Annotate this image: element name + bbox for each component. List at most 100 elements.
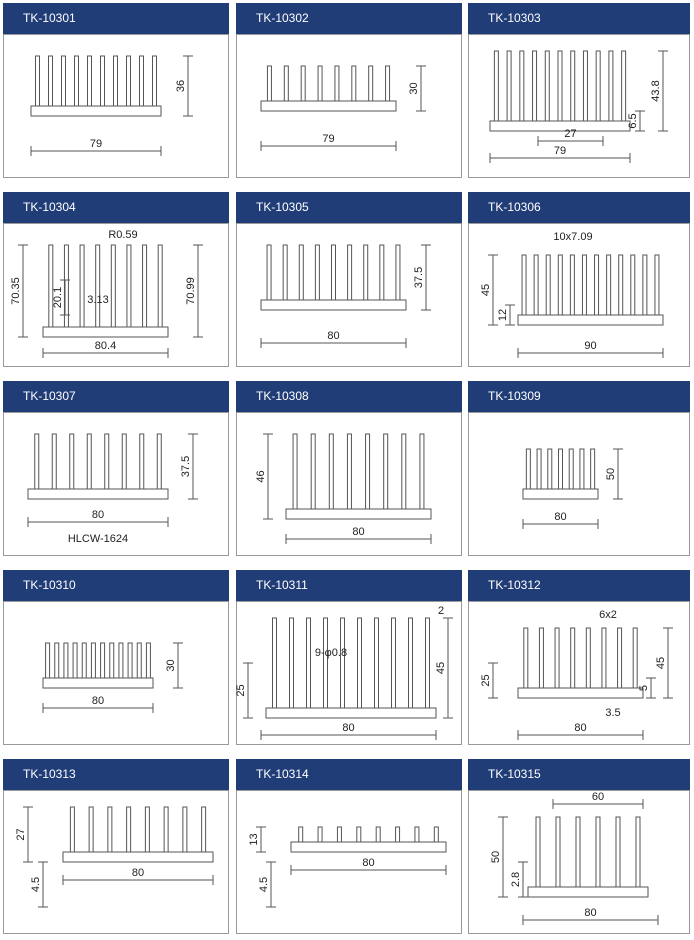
dimension-label: 30 (165, 659, 177, 671)
heatsink-fin (642, 254, 648, 316)
card-body (468, 223, 690, 367)
heatsink-fin (535, 816, 541, 888)
heatsink-fin (90, 642, 96, 679)
card-header (3, 192, 229, 223)
dimension-label: 25 (480, 674, 492, 686)
heatsink-fin (558, 448, 563, 490)
heatsink-fin (365, 433, 371, 510)
heatsink-fin (414, 826, 420, 843)
product-card: TK-10313 27 4.5 80 (3, 759, 229, 934)
heatsink-fin (100, 55, 105, 107)
heatsink-drawing (263, 433, 432, 544)
dimension-label: 60 (592, 791, 604, 803)
dimension-label: 3.13 (87, 294, 108, 306)
product-card: TK-10307 37.5 80 HLCW-1624 (3, 381, 229, 556)
dimension-label: 79 (90, 138, 102, 150)
product-code: TK-10314 (256, 767, 309, 781)
heatsink-fin (110, 244, 116, 328)
dimension-label: 80 (132, 867, 144, 879)
heatsink-fin (368, 65, 374, 102)
heatsink-fin (201, 806, 207, 853)
card-header (468, 570, 690, 601)
heatsink-fin (104, 433, 110, 490)
heatsink-fin (506, 50, 512, 122)
heatsink-fin (152, 55, 157, 107)
dimension-label: 50 (490, 851, 502, 863)
product-card: TK-10304 R0.59 70.35 20.1 3.13 70.99 80.4 (3, 192, 229, 367)
heatsink-fin (590, 448, 596, 490)
card-header (236, 381, 462, 412)
product-code: TK-10310 (23, 578, 76, 592)
heatsink-fin (121, 433, 127, 490)
heatsink-fin (606, 254, 612, 316)
heatsink-fin (375, 826, 381, 843)
heatsink-fin (544, 50, 550, 122)
heatsink-fin (363, 244, 369, 301)
card-header (468, 759, 690, 790)
product-card: TK-10308 46 80 (236, 381, 462, 556)
heatsink-fin (292, 433, 298, 510)
heatsink-drawing (27, 433, 198, 527)
heatsink-fin (139, 433, 145, 490)
product-code: TK-10309 (488, 389, 541, 403)
heatsink-fin (157, 244, 163, 328)
heatsink-fin (425, 617, 430, 709)
dimension-label: 20.1 (52, 287, 64, 308)
heatsink-fin (594, 254, 600, 316)
heatsink-fin (136, 642, 142, 679)
heatsink-fin (536, 448, 542, 490)
heatsink-drawing (260, 65, 426, 151)
card-body (468, 790, 690, 934)
product-code: TK-10302 (256, 11, 309, 25)
heatsink-fin (395, 826, 401, 843)
heatsink-fin (127, 642, 133, 679)
card-header (3, 381, 229, 412)
heatsink-fin (300, 65, 306, 102)
heatsink-base (265, 707, 437, 719)
card-body (3, 412, 229, 556)
heatsink-base (527, 886, 649, 898)
dimension-label: 27 (15, 828, 27, 840)
heatsink-fin (617, 627, 623, 689)
heatsink-fin (340, 617, 345, 709)
dimension-label: 37.5 (413, 267, 425, 288)
dimension-label: 3.5 (605, 707, 620, 719)
heatsink-drawing (488, 254, 664, 358)
heatsink-fin (374, 617, 379, 709)
heatsink-fin (63, 642, 69, 679)
heatsink-fin (575, 816, 581, 888)
heatsink-fin (79, 244, 85, 328)
heatsink-fin (145, 642, 151, 679)
heatsink-fin (525, 448, 531, 490)
dimension-label: 43.8 (650, 80, 662, 101)
product-card: TK-10309 50 80 (468, 381, 690, 556)
heatsink-fin (595, 816, 601, 888)
heatsink-fin (654, 254, 660, 316)
heatsink-fin (570, 627, 576, 689)
product-card: TK-10301 36 79 (3, 3, 229, 178)
heatsink-fin (69, 433, 75, 490)
product-code: TK-10308 (256, 389, 309, 403)
heatsink-fin (408, 617, 413, 709)
heatsink-base (62, 851, 214, 863)
heatsink-fin (547, 448, 553, 490)
heatsink-drawing (488, 627, 673, 740)
heatsink-fin (356, 826, 362, 843)
heatsink-fin (493, 50, 499, 122)
heatsink-fin (585, 627, 591, 689)
heatsink-drawing (23, 806, 214, 908)
heatsink-base (517, 314, 664, 326)
heatsink-base (42, 326, 169, 338)
heatsink-fin (282, 244, 288, 301)
dimension-label: 5 (638, 685, 650, 691)
heatsink-fin (156, 433, 162, 490)
heatsink-fin (314, 244, 320, 301)
heatsink-fin (266, 65, 272, 102)
heatsink-fin (336, 826, 342, 843)
heatsink-fin (48, 244, 54, 328)
heatsink-drawing (522, 448, 623, 529)
card-body (236, 601, 462, 745)
product-code: TK-10305 (256, 200, 309, 214)
heatsink-fin (289, 617, 294, 709)
dimension-label: 80 (362, 857, 374, 869)
